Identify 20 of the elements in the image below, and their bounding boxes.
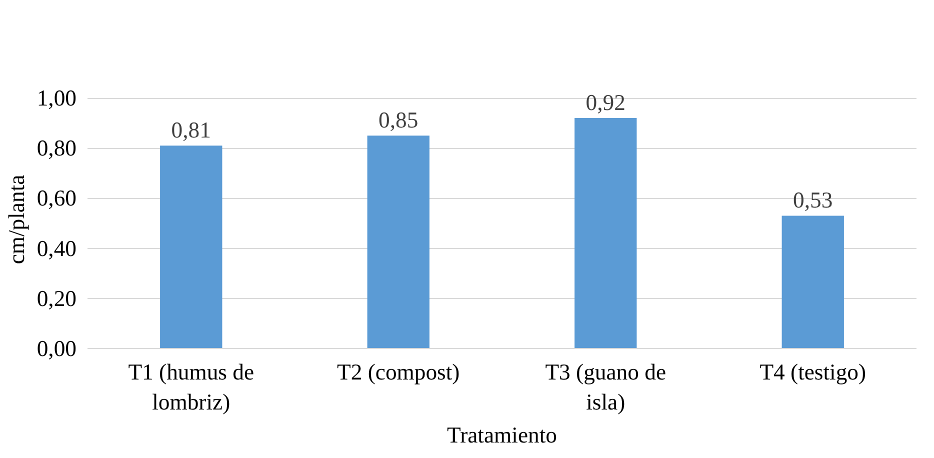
bar <box>782 216 844 348</box>
data-label: 0,53 <box>793 188 833 213</box>
bar <box>574 118 637 348</box>
y-tick-label: 0,60 <box>36 186 77 211</box>
x-tick-label: T4 (testigo) <box>760 360 866 384</box>
y-axis-title: cm/planta <box>4 174 29 264</box>
x-tick-label: T2 (compost) <box>337 360 460 384</box>
y-tick-label: 0,00 <box>36 336 77 361</box>
y-tick-label: 1,00 <box>36 86 77 111</box>
data-label: 0,85 <box>378 108 418 133</box>
data-label: 0,81 <box>171 118 211 143</box>
y-tick-label: 0,80 <box>36 136 77 161</box>
y-tick-label: 0,40 <box>36 236 77 261</box>
bar <box>160 146 222 348</box>
x-axis-title: Tratamiento <box>447 422 557 448</box>
bar <box>367 136 430 348</box>
y-tick-label: 0,20 <box>36 286 77 311</box>
x-tick-label: T3 (guano de isla) <box>545 360 666 414</box>
data-label: 0,92 <box>586 90 626 116</box>
x-tick-label: T1 (humus de lombriz) <box>128 360 254 414</box>
